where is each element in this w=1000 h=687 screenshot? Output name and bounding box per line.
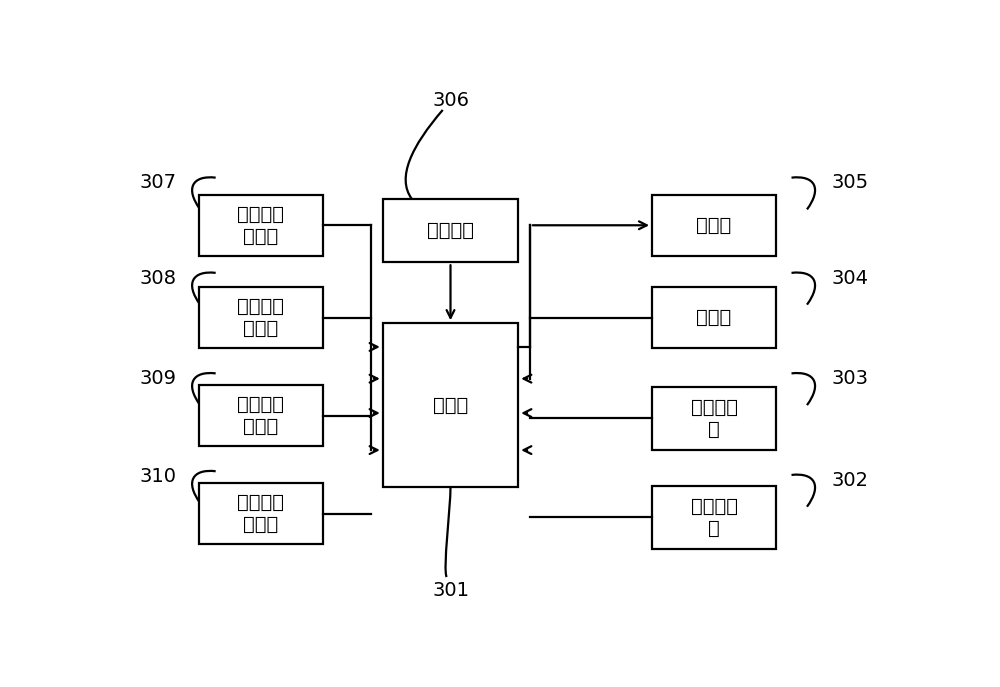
Text: 308: 308 (139, 269, 176, 288)
Bar (652, 486, 776, 549)
Bar (383, 199, 518, 262)
Text: 悬挂行程
传感器: 悬挂行程 传感器 (237, 493, 284, 534)
Text: 显示器: 显示器 (696, 216, 732, 235)
Text: 马达电磁
阀: 马达电磁 阀 (690, 398, 738, 439)
Text: 合流电磁
阀: 合流电磁 阀 (690, 497, 738, 538)
Text: 302: 302 (831, 471, 868, 490)
Text: 304: 304 (831, 269, 868, 288)
Text: 操作手柄: 操作手柄 (427, 221, 474, 240)
Text: 309: 309 (139, 369, 176, 388)
Text: 306: 306 (432, 91, 469, 111)
Text: 报警灯: 报警灯 (696, 308, 732, 327)
Bar (199, 195, 323, 256)
Bar (652, 387, 776, 450)
Text: 305: 305 (831, 173, 868, 192)
Text: 马达转速
传感器: 马达转速 传感器 (237, 205, 284, 246)
Text: 301: 301 (432, 581, 469, 600)
Text: 303: 303 (831, 369, 868, 388)
Text: 307: 307 (139, 173, 176, 192)
Text: 驱动压力
传感器: 驱动压力 传感器 (237, 297, 284, 338)
Bar (199, 385, 323, 446)
Bar (652, 195, 776, 256)
Text: 控制器: 控制器 (433, 396, 468, 415)
Text: 310: 310 (139, 467, 176, 486)
Text: 悬挂压力
传感器: 悬挂压力 传感器 (237, 395, 284, 436)
Bar (383, 323, 518, 487)
Bar (652, 287, 776, 348)
Bar (199, 287, 323, 348)
Bar (199, 483, 323, 544)
